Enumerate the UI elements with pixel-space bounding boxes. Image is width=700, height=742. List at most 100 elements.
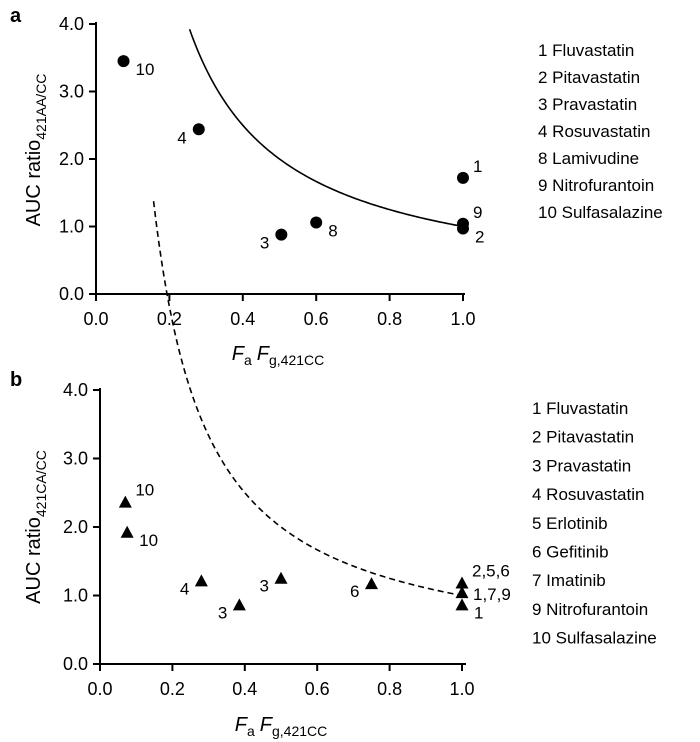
legend-entry: 8 Lamivudine [538, 149, 639, 168]
panel-b-x-title-sub1: a [247, 723, 255, 739]
panel-a: a AUC ratio421AA/CC Fa Fg,421CC 0.01.02.0… [10, 5, 663, 368]
data-point [192, 123, 205, 136]
panel-a-x-title-sub1: a [244, 352, 252, 368]
data-label: 4 [180, 579, 189, 598]
data-label: 10 [136, 60, 155, 79]
y-tick-label: 4.0 [59, 14, 84, 34]
x-tick-label: 0.6 [305, 679, 330, 699]
legend-entry: 1 Fluvastatin [538, 41, 634, 60]
panel-b-x-title-sub2: g,421CC [272, 723, 327, 739]
data-label: 2,5,6 [472, 561, 510, 580]
svg-text:AUC ratio421CA/CC: AUC ratio421CA/CC [23, 450, 49, 604]
data-point [194, 574, 208, 587]
panel-b-y-title-main: AUC ratio [23, 517, 45, 604]
panel-a-x-title-f2: F [257, 343, 271, 365]
data-label: 8 [328, 221, 337, 240]
panel-a-y-title-sub: 421AA/CC [33, 74, 49, 140]
curve-line [188, 29, 464, 228]
panel-a-y-title-main: AUC ratio [23, 140, 45, 227]
legend-entry: 3 Pravastatin [538, 95, 637, 114]
legend-entry: 3 Pravastatin [532, 456, 631, 475]
legend-entry: 7 Imatinib [532, 571, 606, 590]
panel-b-x-ticks: 0.0 0.2 0.4 0.6 0.8 1.0 [87, 664, 475, 699]
x-tick-label: 0.4 [232, 679, 257, 699]
legend-entry: 6 Gefitinib [532, 543, 609, 562]
panel-b-letter: b [10, 369, 22, 391]
x-tick-label: 0.4 [230, 309, 255, 329]
y-tick-label: 3.0 [59, 82, 84, 102]
y-tick-label: 2.0 [63, 517, 88, 537]
panel-a-x-axis-title: Fa Fg,421CC [232, 343, 325, 368]
data-point [455, 586, 469, 599]
panel-b-reference-curve [152, 201, 463, 597]
y-tick-label: 3.0 [63, 449, 88, 469]
data-point [274, 571, 288, 584]
data-label: 6 [350, 582, 359, 601]
legend-entry: 10 Sulfasalazine [532, 629, 657, 648]
data-point [457, 171, 469, 184]
data-point [457, 222, 469, 235]
panel-b-x-title-f1: F [235, 714, 249, 736]
curve-line [152, 201, 463, 597]
y-tick-label: 4.0 [63, 380, 88, 400]
panel-b-points: 10 10 4 3 3 6 2,5,6 1,7,91 [118, 481, 511, 622]
data-label: 4 [177, 128, 186, 147]
data-label: 10 [135, 481, 154, 500]
panel-b: b AUC ratio421CA/CC Fa Fg,421CC 0.01.02.0… [10, 201, 657, 739]
data-point [118, 495, 132, 508]
panel-a-x-title-sub2: g,421CC [269, 352, 324, 368]
legend-entry: 4 Rosuvastatin [538, 122, 650, 141]
y-tick-label: 1.0 [59, 217, 84, 237]
data-point [455, 598, 469, 611]
legend-entry: 9 Nitrofurantoin [532, 600, 648, 619]
panel-a-y-ticks: 0.0 1.0 2.0 3.0 4.0 [59, 14, 96, 304]
panel-b-x-axis-title: Fa Fg,421CC [235, 714, 328, 739]
x-tick-label: 0.0 [83, 309, 108, 329]
data-point [117, 55, 130, 68]
data-label: 1 [474, 603, 483, 622]
panel-a-y-axis-title: AUC ratio421AA/CC [23, 74, 49, 227]
data-label: 9 [473, 203, 482, 222]
legend-entry: 2 Pitavastatin [538, 68, 640, 87]
data-label: 3 [260, 234, 269, 253]
data-point [310, 216, 323, 229]
x-tick-label: 0.2 [160, 679, 185, 699]
panel-a-x-ticks: 0.0 0.2 0.4 0.6 0.8 1.0 [83, 294, 476, 329]
panel-b-y-title-sub: 421CA/CC [33, 450, 49, 517]
x-tick-label: 0.8 [377, 679, 402, 699]
panel-b-legend: 1 Fluvastatin 2 Pitavastatin 3 Pravastatin… [532, 399, 657, 648]
panel-a-legend: 1 Fluvastatin 2 Pitavastatin 3 Pravastatin… [538, 41, 663, 222]
x-tick-label: 0.8 [377, 309, 402, 329]
panel-a-letter: a [10, 5, 22, 27]
data-label: 1,7,9 [473, 585, 511, 604]
data-point [275, 228, 288, 241]
panel-a-points: 10 4 3 8 1 9 2 [117, 55, 484, 253]
panel-b-y-ticks: 0.0 1.0 2.0 3.0 4.0 [63, 380, 100, 674]
y-tick-label: 0.0 [63, 654, 88, 674]
x-tick-label: 0.2 [157, 309, 182, 329]
legend-entry: 5 Erlotinib [532, 514, 608, 533]
panel-a-x-title-f1: F [232, 343, 246, 365]
x-tick-label: 1.0 [450, 309, 475, 329]
y-tick-label: 1.0 [63, 586, 88, 606]
data-label: 3 [218, 603, 227, 622]
panel-b-y-axis-title: AUC ratio421CA/CC [23, 450, 49, 604]
legend-entry: 10 Sulfasalazine [538, 203, 663, 222]
svg-text:AUC ratio421AA/CC: AUC ratio421AA/CC [23, 74, 49, 227]
data-label: 3 [260, 577, 269, 596]
legend-entry: 4 Rosuvastatin [532, 485, 644, 504]
data-label: 1 [473, 157, 482, 176]
legend-entry: 9 Nitrofurantoin [538, 176, 654, 195]
data-point [365, 577, 378, 590]
y-tick-label: 0.0 [59, 284, 84, 304]
data-point [232, 598, 246, 611]
y-tick-label: 2.0 [59, 149, 84, 169]
data-point [455, 576, 469, 589]
panel-b-x-title-f2: F [260, 714, 274, 736]
panel-a-reference-curve [188, 29, 464, 228]
legend-entry: 2 Pitavastatin [532, 428, 634, 447]
x-tick-label: 1.0 [449, 679, 474, 699]
